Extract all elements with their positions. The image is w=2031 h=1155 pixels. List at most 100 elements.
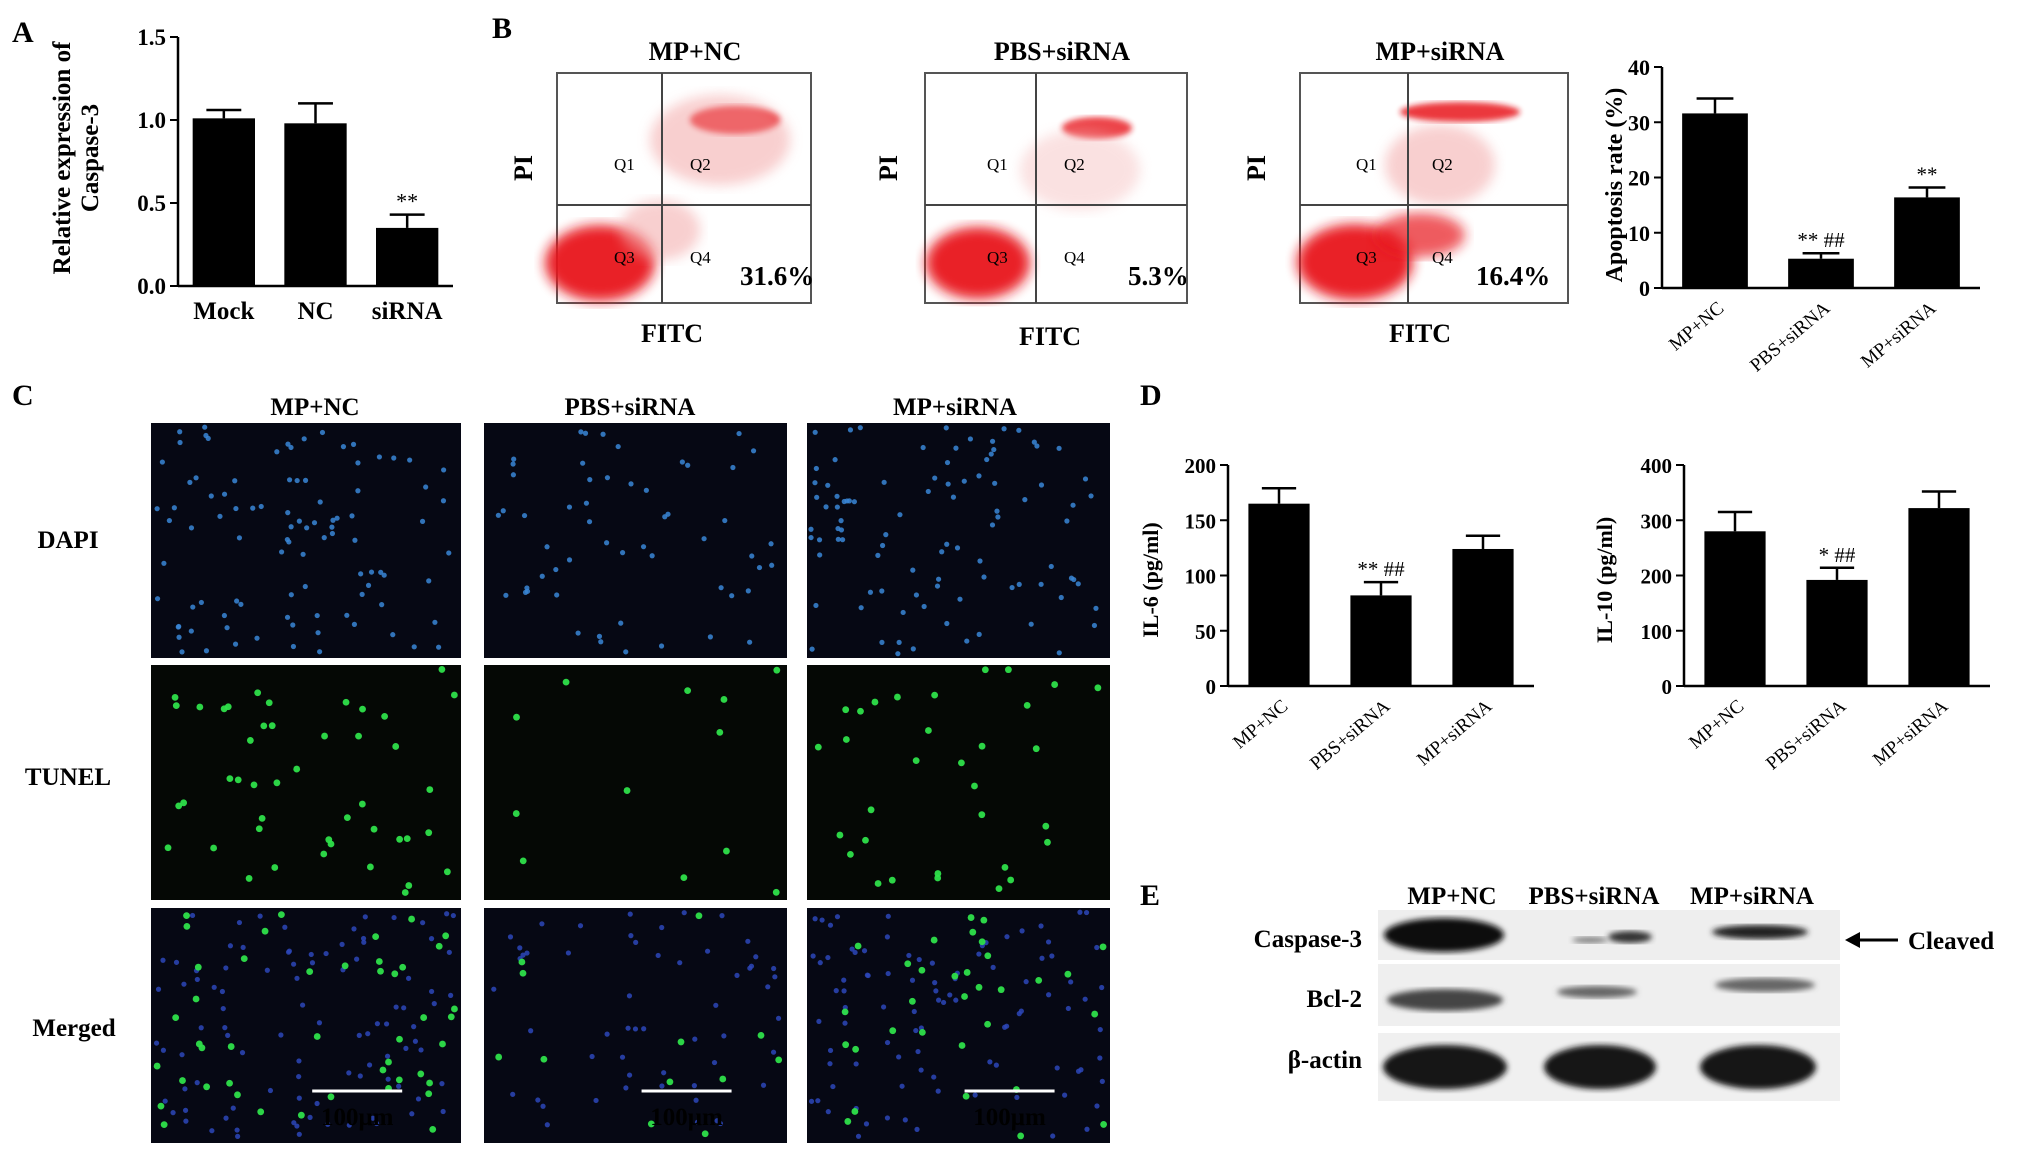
apoptotic-cell-dot [255,825,263,833]
nucleus-dot [440,498,447,504]
blot-band [1700,1045,1816,1089]
nucleus-dot [808,526,814,532]
apoptotic-cell-dot [980,916,988,924]
nucleus-dot [448,992,454,998]
blot-band [1715,978,1815,992]
nucleus-dot [325,1121,331,1127]
apoptotic-cell-dot [836,831,844,839]
nucleus-dot [947,992,953,998]
nucleus-dot [193,475,199,481]
nucleus-dot [707,634,713,640]
nucleus-dot [899,1083,905,1089]
nucleus-dot [993,1062,999,1068]
nucleus-dot [753,954,759,960]
y-tick-label: 300 [1641,509,1673,533]
apoptotic-cell-dot [258,814,266,822]
nucleus-dot [1070,502,1076,508]
y-tick-label: 20 [1628,166,1650,191]
nucleus-dot [284,614,291,620]
nucleus-dot [267,1087,274,1094]
flow-plot-mp-nc: MP+NC PI Q1 Q2 Q3 Q4 31.6% FITC [509,37,814,348]
nucleus-dot [954,545,961,551]
bar [1350,595,1412,686]
nucleus-dot [1054,1065,1060,1071]
nucleus-dot [317,499,323,505]
nucleus-dot [524,585,530,591]
nucleus-dot [264,967,270,973]
panel-c-col-title: MP+siRNA [893,394,1017,421]
nucleus-dot [718,585,724,591]
nucleus-dot [988,451,994,457]
nucleus-dot [314,612,320,619]
x-tick-label: Mock [193,298,254,325]
apoptotic-cell-dot [1023,701,1031,709]
apoptotic-cell-dot [366,863,374,871]
nucleus-dot [1056,650,1062,656]
nucleus-dot [953,445,959,451]
nucleus-dot [626,993,633,999]
nucleus-dot [182,1086,188,1092]
apoptotic-cell-dot [246,737,254,744]
apoptotic-cell-dot [723,847,730,855]
nucleus-dot [935,576,942,582]
apoptotic-cell-dot [180,799,188,807]
nucleus-dot [290,643,297,650]
nucleus-dot [756,564,763,571]
nucleus-dot [296,1058,302,1064]
apoptotic-cell-dot [912,757,920,765]
il10-ylabel: IL-10 (pg/ml) [1592,517,1617,644]
nucleus-dot [989,438,996,444]
cleaved-arrow-icon [1845,932,1898,948]
scale-bar-label: 100μm [973,1104,1046,1131]
nucleus-dot [619,550,626,556]
nucleus-dot [352,537,358,543]
apoptotic-cell-dot [842,706,850,714]
nucleus-dot [879,588,885,594]
apoptotic-cell-dot [403,835,411,843]
apoptotic-cell-dot [904,960,912,968]
apoptotic-cell-dot [857,707,864,715]
nucleus-dot [1099,984,1105,991]
nucleus-dot [350,441,357,447]
apoptotic-cell-dot [773,666,781,674]
nucleus-dot [768,541,774,547]
panel-a-ylabel-line1: Relative expression of [49,41,76,275]
nucleus-dot [302,477,309,483]
apoptotic-cell-dot [888,876,896,884]
nucleus-dot [808,534,814,541]
flow-plot-title: PBS+siRNA [994,37,1130,66]
apoptotic-cell-dot [720,696,728,703]
blot-band [1384,918,1504,952]
nucleus-dot [713,1002,719,1008]
nucleus-dot [1014,1094,1020,1100]
nucleus-dot [290,622,296,628]
nucleus-dot [420,920,426,926]
nucleus-dot [354,956,360,962]
nucleus-dot [544,544,550,550]
nucleus-dot [816,537,823,543]
nucleus-dot [691,1083,697,1089]
nucleus-dot [827,1047,834,1054]
flow-plot-percent: 16.4% [1476,261,1550,291]
apoptotic-cell-dot [1001,863,1009,871]
apoptotic-cell-dot [995,885,1003,892]
apoptotic-cell-dot [719,1075,727,1083]
apoptotic-cell-dot [226,1079,233,1087]
nucleus-dot [221,491,228,497]
quadrant-q3: Q3 [614,248,635,267]
nucleus-dot [155,986,162,992]
apoptotic-cell-dot [519,969,527,977]
nucleus-dot [1088,493,1094,499]
apoptotic-cell-dot [666,1078,674,1086]
nucleus-dot [1038,581,1044,587]
quadrant-q4: Q4 [1432,248,1453,267]
il10-bar-chart: 0 100 200 300 400 MP+NC * ## PBS+siRNA MP+siRNA [1641,454,1990,774]
nucleus-dot [719,913,725,919]
nucleus-dot [812,916,818,922]
nucleus-dot [444,911,450,917]
x-tick-label: MP+NC [1229,696,1292,754]
apoptotic-cell-dot [385,1058,392,1066]
apoptotic-cell-dot [925,727,932,734]
nucleus-dot [198,599,204,606]
